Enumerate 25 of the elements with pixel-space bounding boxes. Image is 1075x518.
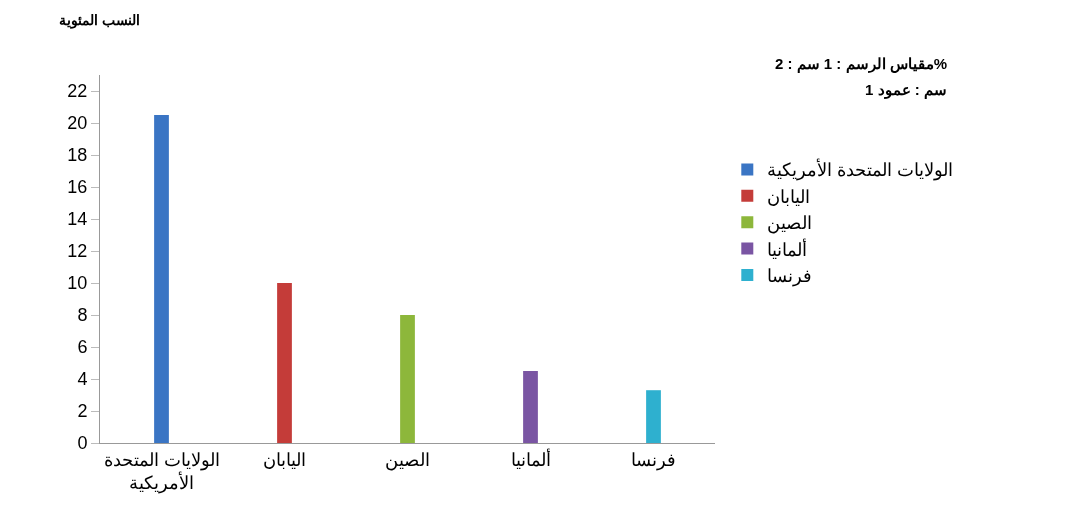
y-axis-title: النسب المئوية [59, 12, 140, 29]
legend-label: فرنسا [767, 266, 813, 288]
legend-label: الولايات المتحدة الأمريكية [767, 158, 954, 182]
y-tick-label: 12 [67, 241, 88, 262]
x-tick-label: ألمانيا [510, 447, 551, 470]
y-tick-label: 16 [67, 177, 88, 198]
x-tick-label: فرنسا [631, 449, 676, 471]
x-tick-label: الصين [385, 449, 430, 471]
y-tick-label: 0 [77, 433, 88, 454]
y-tick-label: 2 [77, 401, 88, 422]
legend-label: اليابان [767, 186, 811, 207]
y-tick-label: 6 [77, 337, 88, 358]
y-tick-label: 8 [77, 305, 88, 326]
legend-label: ألمانيا [767, 237, 808, 260]
x-tick-label: اليابان [263, 449, 306, 470]
y-tick-label: 4 [77, 369, 88, 390]
y-tick-label: 22 [67, 81, 88, 102]
y-tick-label: 18 [67, 145, 88, 166]
text: مقياس الرسم : 1 سم : 2% [775, 55, 948, 73]
y-tick-label: 14 [67, 209, 88, 230]
text: 1 سم : عمود [865, 81, 947, 99]
y-tick-label: 10 [67, 273, 88, 294]
y-tick-label: 20 [67, 113, 88, 134]
legend-label: الصين [767, 213, 813, 235]
x-tick-label: الولايات المتحدة الأمريكية [103, 449, 220, 494]
